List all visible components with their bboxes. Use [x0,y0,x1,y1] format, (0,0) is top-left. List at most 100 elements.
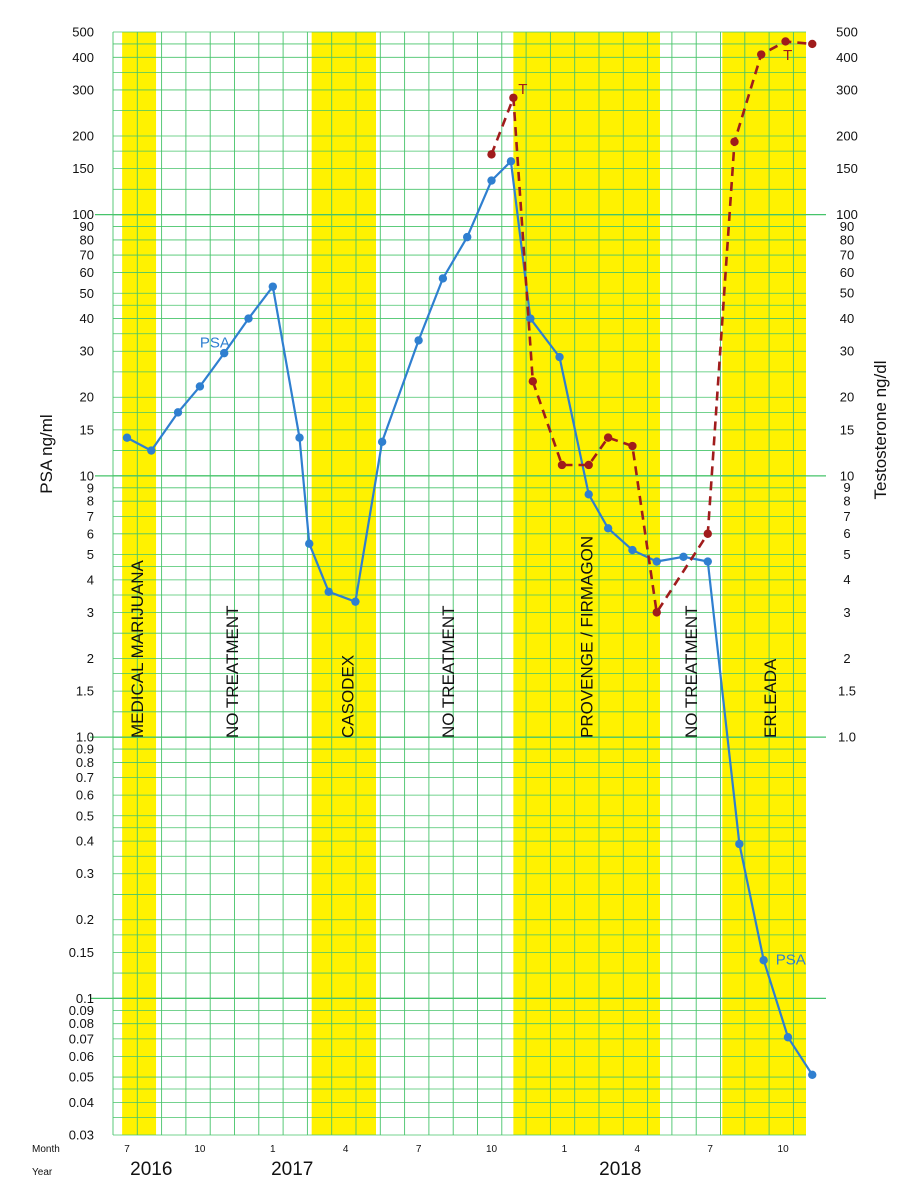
treatment-band-labels: MEDICAL MARIJUANA NO TREATMENT CASODEX NO T… [128,536,780,738]
y-left-tick-label: 1.5 [76,684,94,699]
treatment-band-label: ERLEADA [761,658,780,738]
series-point [735,839,744,849]
y-left-tick-label: 30 [80,344,94,359]
x-month-tick-label: 1 [562,1144,568,1155]
series-point [603,524,613,533]
x-month-tick-label: 7 [124,1144,130,1155]
series-point [173,408,183,417]
y-left-tick-label: 0.15 [69,945,94,960]
series-point [220,348,229,358]
series-point [759,956,768,965]
y-left-tick-label: 40 [80,311,94,326]
y-left-tick-label: 6 [87,526,94,541]
series-point [528,377,538,386]
y-left-tick-label: 0.05 [69,1070,94,1085]
y-left-tick-label: 400 [72,50,94,65]
series-point [628,545,637,555]
series-point [703,529,712,538]
series-point [487,176,496,185]
treatment-band-label: CASODEX [338,655,357,738]
y-left-tick-label: 0.2 [76,912,94,927]
series-point [808,1070,817,1079]
y-left-tick-label: 150 [72,161,94,176]
y-right-tick-label: 1.5 [838,684,856,699]
y-left-tick-label: 0.6 [76,788,94,803]
y-right-tick-label: 20 [840,390,854,405]
y-left-tick-label: 70 [80,248,94,263]
y-left-tick-label: 500 [72,25,94,40]
x-month-tick-label: 7 [416,1144,422,1155]
y-left-tick-label: 0.5 [76,808,94,823]
y-right-tick-label: 70 [840,248,854,263]
treatment-band-label: NO TREATMENT [223,605,242,738]
series-point [351,597,360,606]
series-point [584,460,593,470]
series-point [584,490,593,499]
series-point [526,314,535,323]
y-left-tick-label: 0.08 [69,1016,94,1031]
chart-gap [376,32,399,1135]
series-point [783,1033,793,1042]
x-year-label: 2017 [271,1159,313,1180]
month-row-label: Month [32,1144,60,1155]
y-left-tick-label: 7 [87,509,94,524]
y-left-tick-label: 9 [87,480,94,495]
series-point [652,608,661,617]
y-left-tick-label: 80 [80,232,94,247]
series-point [808,39,817,49]
y-left-tick-label: 0.09 [69,1003,94,1018]
treatment-band-label: NO TREATMENT [439,605,458,738]
series-point [295,433,304,442]
y-right-tick-label: 5 [843,547,850,562]
y-right-tick-label: 90 [840,219,854,234]
series-point [730,137,739,146]
y-right-tick-label: 8 [843,494,850,509]
y-right-tick-label: 30 [840,344,854,359]
y-right-tick-label: 7 [843,509,850,524]
y-left-tick-label: 90 [80,219,94,234]
series-annotation: PSA [200,334,230,351]
treatment-band [722,32,806,1135]
y-left-tick-label: 3 [87,605,94,620]
y-right-tick-label: 15 [840,422,854,437]
y-left-tick-label: 300 [72,82,94,97]
x-month-tick-label: 4 [343,1144,349,1155]
y-right-tick-label: 60 [840,265,854,280]
series-point [463,232,472,242]
series-point [487,150,496,159]
series-point [555,352,564,362]
y-right-axis-title: Testosterone ng/dl [871,361,890,500]
year-row-label: Year [32,1167,53,1178]
series-point [438,274,448,283]
x-month-tick-label: 10 [778,1144,790,1155]
y-left-tick-label: 0.9 [76,742,94,757]
series-point [506,157,516,166]
y-left-tick-label: 2 [87,651,94,666]
treatment-band-label: NO TREATMENT [682,605,701,738]
x-month-tick-label: 10 [486,1144,498,1155]
treatment-band-label: PROVENGE / FIRMAGON [578,536,597,738]
series-point [757,50,766,59]
series-annotation: T [518,81,527,98]
y-right-tick-label: 300 [836,82,858,97]
y-right-tick-label: 80 [840,232,854,247]
series-lines: PSA T T PSA [122,37,817,1079]
y-left-tick-label: 0.03 [69,1128,94,1143]
y-left-tick-label: 1.0 [76,730,94,745]
y-right-tick-label: 150 [836,161,858,176]
series-point [414,336,423,345]
y-left-tick-label: 60 [80,265,94,280]
y-left-tick-label: 10 [80,468,94,483]
chart-gap [233,32,256,1135]
y-left-tick-label: 0.7 [76,770,94,785]
y-right-tick-label: 400 [836,50,858,65]
series-point [628,441,637,451]
treatment-bands [122,32,806,1135]
treatment-band [122,32,157,1135]
y-right-tick-label: 100 [836,207,858,222]
y-right-tick-label: 3 [843,605,850,620]
y-right-tick-label: 1.0 [838,730,856,745]
y-left-tick-label: 4 [87,572,94,587]
series-point [195,382,205,391]
series-point [147,446,156,455]
